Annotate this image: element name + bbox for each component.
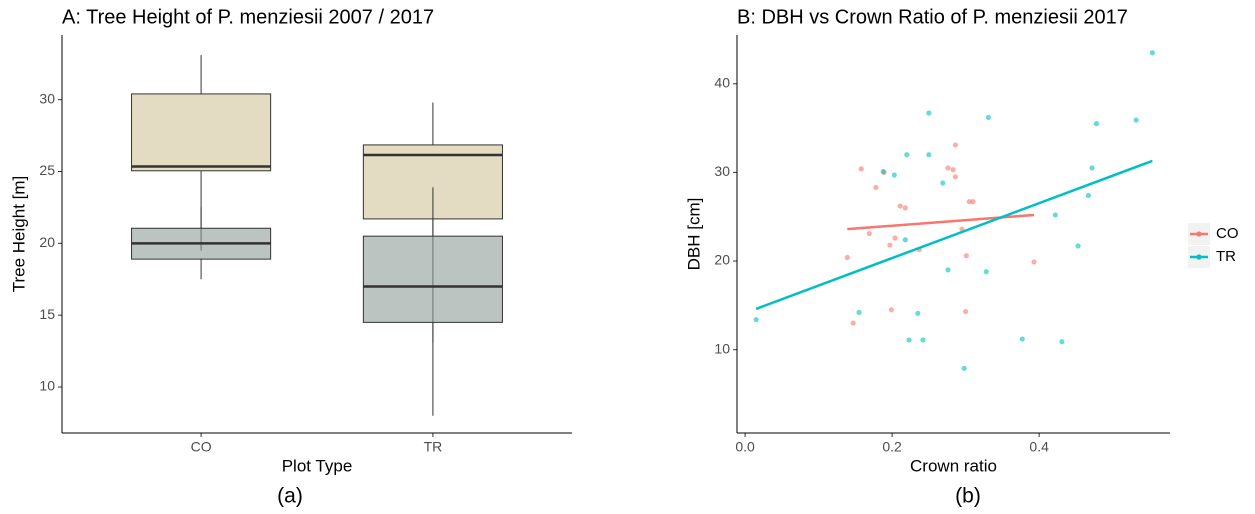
point (926, 152, 932, 158)
y-tick-label: 40 (714, 74, 730, 90)
point (858, 166, 864, 172)
x-tick-label: 0.4 (1029, 439, 1049, 455)
legend-dot (1196, 231, 1202, 237)
point (873, 184, 879, 191)
point (966, 199, 972, 205)
point (926, 110, 932, 116)
x-axis-label: Plot Type (282, 456, 353, 475)
point (1052, 212, 1058, 218)
point (1031, 259, 1037, 265)
point (915, 310, 921, 316)
point (1089, 165, 1095, 171)
y-axis-label: Tree Height [m] (9, 176, 28, 293)
legend-label: CO (1216, 225, 1239, 242)
point (945, 165, 951, 171)
y-tick-label: 25 (39, 162, 55, 178)
point (891, 172, 897, 178)
point (887, 242, 893, 248)
x-tick-label: CO (191, 439, 212, 455)
point (945, 267, 951, 273)
box (362, 235, 503, 323)
point (1093, 121, 1100, 127)
y-tick-label: 30 (714, 163, 730, 179)
fit-line (847, 213, 1035, 231)
y-tick-label: 10 (714, 340, 730, 356)
point (1133, 117, 1139, 123)
point (892, 235, 898, 241)
x-tick-label: 0.0 (735, 439, 755, 455)
point (963, 308, 969, 315)
point (970, 199, 976, 205)
x-tick-label: 0.2 (882, 439, 902, 455)
caption: (a) (277, 485, 303, 508)
point (983, 269, 989, 275)
point (952, 174, 958, 180)
point (952, 142, 958, 148)
legend-label: TR (1216, 248, 1236, 265)
point (963, 253, 969, 259)
y-axis-label: DBH [cm] (684, 198, 703, 271)
point (850, 320, 856, 326)
caption: (b) (955, 485, 981, 508)
point (906, 337, 912, 343)
chart-title: A: Tree Height of P. menziesii 2007 / 20… (62, 6, 434, 28)
point (902, 205, 908, 211)
point (902, 237, 908, 243)
x-tick-label: TR (424, 439, 443, 455)
point (1075, 243, 1081, 249)
point (856, 309, 862, 316)
point (904, 152, 910, 158)
point (950, 167, 956, 173)
fit-line (755, 159, 1153, 311)
y-tick-label: 10 (39, 378, 55, 394)
y-tick-label: 20 (39, 234, 55, 250)
point (1149, 50, 1155, 56)
y-tick-label: 30 (39, 90, 55, 106)
x-axis-label: Crown ratio (910, 456, 997, 475)
chart-title: B: DBH vs Crown Ratio of P. menziesii 20… (737, 6, 1128, 28)
point (897, 203, 903, 209)
point (1085, 192, 1091, 199)
point (888, 307, 894, 313)
legend-dot (1196, 254, 1202, 260)
point (920, 337, 926, 343)
point (1019, 336, 1025, 342)
point (866, 230, 872, 237)
point (753, 316, 759, 323)
point (985, 114, 992, 121)
point (961, 365, 967, 371)
point (844, 254, 850, 261)
y-tick-label: 15 (39, 306, 55, 322)
box (131, 93, 272, 172)
point (1059, 339, 1065, 345)
y-tick-label: 20 (714, 252, 730, 268)
point (880, 168, 886, 175)
point (940, 180, 946, 186)
